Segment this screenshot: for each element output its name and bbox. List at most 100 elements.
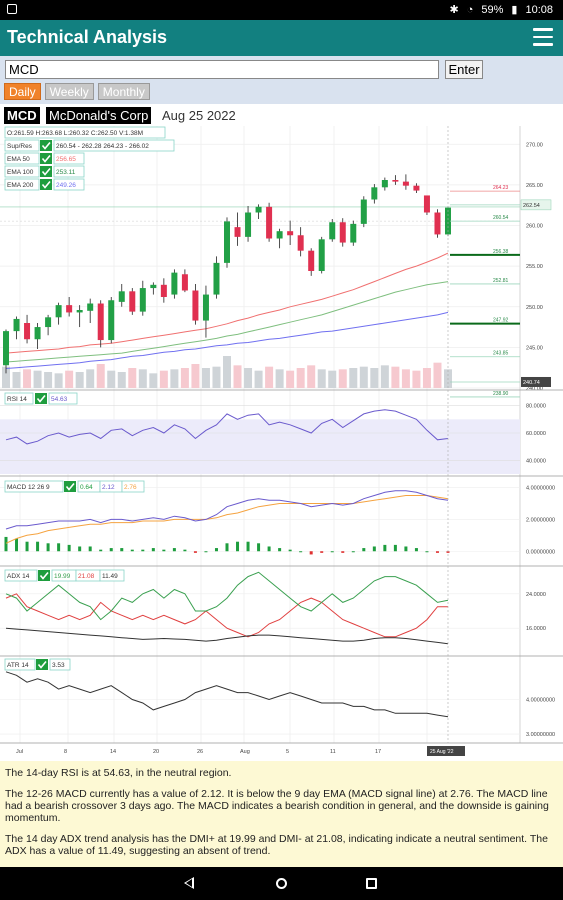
macd-histogram-bar	[330, 551, 334, 553]
ema200-value-box	[53, 178, 85, 191]
macd-check-icon-bg	[64, 481, 76, 492]
volume-bar	[433, 362, 442, 388]
app-title: Technical Analysis	[7, 27, 168, 47]
rsi-analysis: The 14-day RSI is at 54.63, in the neutr…	[5, 767, 232, 779]
volume-bar	[412, 370, 421, 388]
ema100-value: 253.11	[56, 169, 76, 176]
ema200-line	[5, 311, 449, 369]
candle-body	[139, 288, 146, 312]
macd-histogram-bar	[141, 549, 145, 552]
volume-bar	[349, 368, 358, 388]
macd-histogram-bar	[15, 538, 19, 552]
price-tick-label: 240.00	[526, 386, 543, 392]
macd-histogram-bar	[435, 551, 439, 553]
price-tick-label: 265.00	[526, 183, 543, 189]
macd-histogram-bar	[109, 548, 113, 552]
tab-daily[interactable]: Daily	[4, 83, 41, 100]
volume-bar	[33, 370, 42, 388]
search-row: MCD Enter Daily Weekly Monthly	[0, 56, 563, 104]
volume-bar	[159, 370, 168, 388]
volume-bar	[138, 369, 147, 388]
tab-weekly[interactable]: Weekly	[44, 83, 94, 100]
menu-icon[interactable]	[533, 28, 553, 46]
candle-body	[118, 291, 125, 302]
rsi-line	[5, 409, 449, 445]
x-tick-label: 8	[64, 749, 67, 755]
atr-tick-label: 4.00000000	[526, 698, 555, 704]
sup-res-values: 260.54 - 262.28 264.23 - 266.02	[56, 143, 149, 150]
ema200-label: EMA 200	[7, 182, 34, 189]
stock-symbol: MCD	[4, 107, 40, 124]
volume-bar	[422, 368, 431, 388]
notification-icon	[7, 4, 17, 14]
level-label: 247.92	[493, 318, 509, 324]
level-label: 240.74	[523, 380, 540, 386]
enter-button[interactable]: Enter	[445, 60, 483, 79]
volume-bar	[244, 368, 253, 388]
rsi-label-box	[4, 392, 34, 405]
adx-tick-label: 16.0000	[526, 626, 546, 632]
ema200-value: 249.26	[56, 182, 76, 189]
volume-bar	[117, 372, 126, 388]
recent-apps-icon[interactable]	[366, 878, 377, 889]
macd-histogram-bar	[246, 541, 250, 552]
battery-icon: ▮	[511, 4, 518, 16]
candle-body	[3, 331, 9, 366]
price-tick-label: 260.00	[526, 224, 543, 230]
symbol-input[interactable]: MCD	[5, 60, 439, 79]
macd-histogram-bar	[225, 543, 229, 552]
stock-chart[interactable]: 270.00 265.00 260.00 255.00 250.00 245.00 240.…	[0, 126, 563, 761]
volume-bar	[2, 366, 10, 388]
ema200-check-icon-bg	[40, 179, 52, 190]
candle-body	[434, 212, 441, 235]
volume-bar	[265, 366, 274, 388]
candle-body	[108, 300, 115, 341]
candle-body	[45, 317, 52, 328]
macd-signal-value: 2.76	[124, 484, 137, 491]
adx-label: ADX 14	[7, 573, 30, 580]
candle-body	[402, 181, 409, 186]
atr-value-box	[49, 658, 71, 671]
macd-histogram-bar	[351, 551, 355, 553]
company-name: McDonald's Corp	[46, 107, 152, 124]
candle-body	[160, 284, 167, 297]
candle-body	[76, 310, 83, 313]
volume-bar	[296, 368, 305, 388]
ema50-label: EMA 50	[7, 156, 30, 163]
bluetooth-icon: ✱	[449, 4, 459, 16]
macd-histogram-bar	[172, 548, 176, 552]
ohlc-legend-box	[4, 126, 166, 139]
volume-bar	[86, 369, 95, 388]
volume-bar	[44, 372, 53, 388]
candle-body	[245, 212, 252, 237]
macd-signal-line	[5, 495, 449, 544]
candle-body	[329, 222, 336, 240]
volume-bar	[328, 370, 337, 388]
adx-value-box	[99, 569, 125, 582]
macd-histogram-bar	[36, 541, 40, 552]
candle-body	[350, 223, 357, 243]
candle-body	[202, 294, 209, 321]
x-tick-label: 5	[286, 749, 289, 755]
dmi-minus-line	[5, 593, 448, 638]
tab-monthly[interactable]: Monthly	[97, 83, 150, 100]
macd-histogram-bar	[309, 551, 313, 555]
ema200-check-icon	[41, 180, 51, 189]
candle-body	[213, 262, 220, 295]
wifi-icon: ◔	[466, 3, 474, 16]
stock-header: MCD McDonald's Corp Aug 25 2022	[0, 104, 563, 126]
macd-tick-label: 2.00000000	[526, 517, 555, 523]
dmi-minus-value: 21.08	[78, 573, 95, 580]
volume-bar	[96, 364, 105, 388]
home-icon[interactable]	[276, 878, 287, 889]
macd-histogram-bar	[425, 551, 429, 553]
volume-bar	[128, 368, 137, 388]
dmi-plus-line	[5, 571, 449, 621]
adx-check-icon	[39, 571, 49, 580]
x-tick-label: Aug	[240, 749, 250, 755]
macd-histogram-bar	[404, 546, 408, 552]
back-icon[interactable]	[184, 877, 194, 889]
volume-bar	[380, 365, 389, 388]
price-tick-label: 245.00	[526, 345, 543, 351]
macd-histogram-bar	[151, 548, 155, 552]
